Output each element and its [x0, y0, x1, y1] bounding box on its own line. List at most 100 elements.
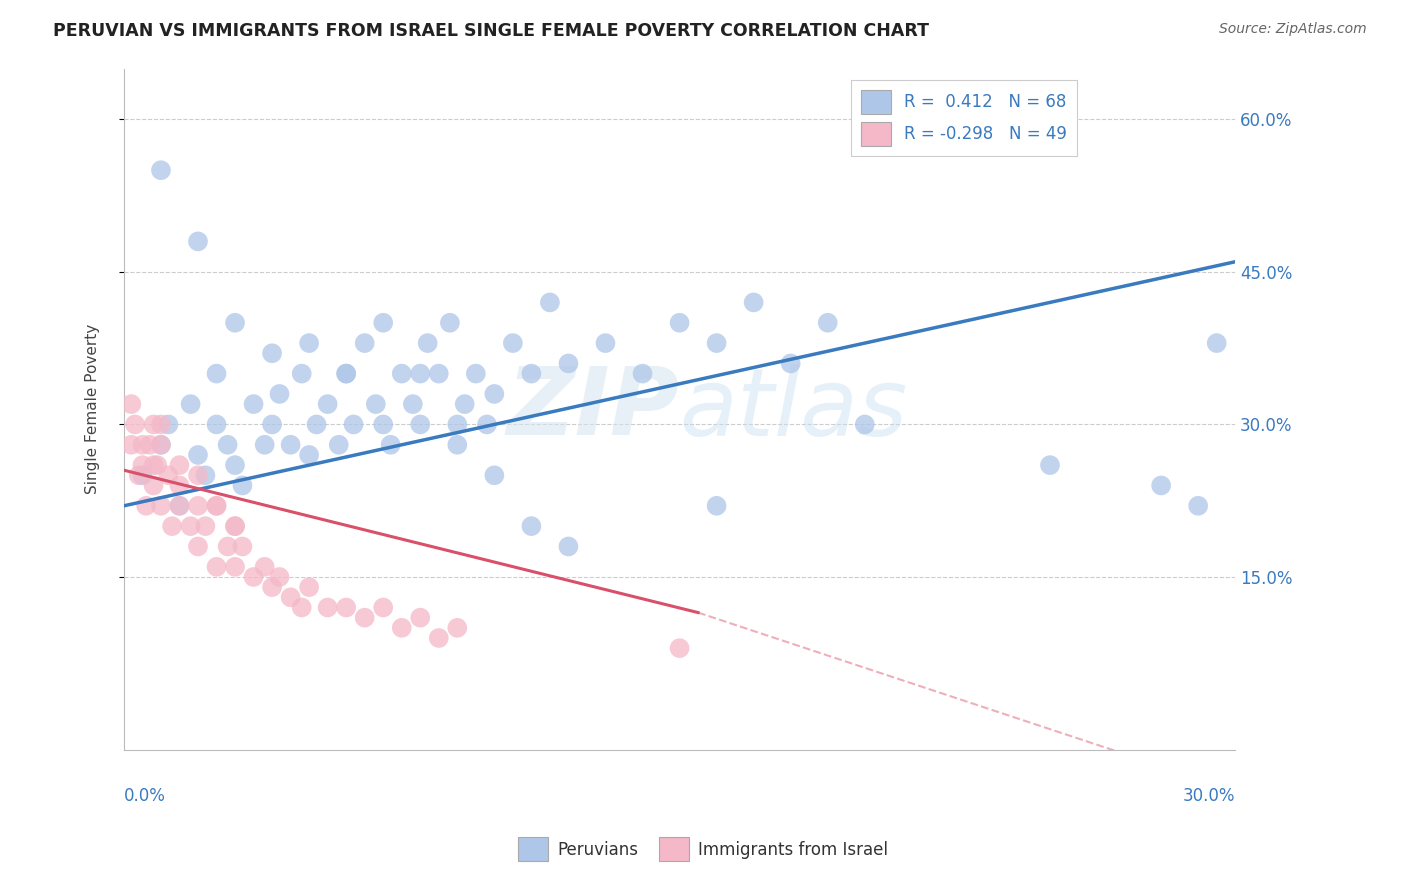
Point: [305, 417, 328, 432]
Point: [187, 468, 209, 483]
Point: [217, 540, 239, 554]
Point: [291, 367, 314, 381]
Point: [1187, 499, 1209, 513]
Point: [364, 397, 387, 411]
Point: [160, 519, 183, 533]
Point: [316, 397, 339, 411]
Point: [205, 499, 228, 513]
Point: [253, 559, 276, 574]
Point: [149, 499, 172, 513]
Point: [439, 316, 461, 330]
Point: [484, 468, 506, 483]
Point: [391, 621, 413, 635]
Point: [242, 397, 264, 411]
Point: [131, 438, 153, 452]
Point: [269, 387, 291, 401]
Point: [427, 631, 450, 645]
Point: [262, 580, 284, 594]
Point: [142, 417, 165, 432]
Point: [205, 417, 228, 432]
Point: [280, 591, 302, 605]
Point: [335, 367, 357, 381]
Point: [142, 458, 165, 472]
Point: [180, 519, 202, 533]
Point: [402, 397, 425, 411]
Point: [187, 235, 209, 249]
Text: ZIP: ZIP: [506, 363, 679, 455]
Point: [262, 346, 284, 360]
Point: [380, 438, 402, 452]
Point: [142, 478, 165, 492]
Point: [409, 610, 432, 624]
Point: [373, 417, 395, 432]
Point: [446, 417, 468, 432]
Point: [280, 438, 302, 452]
Point: [146, 458, 169, 472]
Point: [120, 397, 142, 411]
Point: [1039, 458, 1062, 472]
Point: [124, 417, 146, 432]
Text: atlas: atlas: [679, 364, 908, 455]
Point: [1205, 336, 1227, 351]
Point: [373, 316, 395, 330]
Point: [416, 336, 439, 351]
Point: [169, 478, 191, 492]
Point: [205, 367, 228, 381]
Point: [706, 336, 728, 351]
Point: [180, 397, 202, 411]
Point: [520, 367, 543, 381]
Text: PERUVIAN VS IMMIGRANTS FROM ISRAEL SINGLE FEMALE POVERTY CORRELATION CHART: PERUVIAN VS IMMIGRANTS FROM ISRAEL SINGL…: [53, 22, 929, 40]
Point: [157, 417, 180, 432]
Point: [187, 540, 209, 554]
Point: [353, 336, 375, 351]
Point: [557, 540, 579, 554]
Point: [342, 417, 364, 432]
Point: [298, 580, 321, 594]
Point: [353, 610, 375, 624]
Point: [298, 448, 321, 462]
Point: [853, 417, 876, 432]
Point: [668, 641, 690, 656]
Point: [502, 336, 524, 351]
Point: [409, 417, 432, 432]
Point: [706, 499, 728, 513]
Point: [484, 387, 506, 401]
Point: [391, 367, 413, 381]
Point: [169, 458, 191, 472]
Point: [187, 499, 209, 513]
Point: [817, 316, 839, 330]
Point: [454, 397, 477, 411]
Point: [224, 519, 246, 533]
Point: [335, 600, 357, 615]
Point: [224, 316, 246, 330]
Point: [446, 438, 468, 452]
Point: [217, 438, 239, 452]
Point: [595, 336, 617, 351]
Point: [194, 468, 217, 483]
Point: [139, 438, 162, 452]
Point: [631, 367, 654, 381]
Text: Source: ZipAtlas.com: Source: ZipAtlas.com: [1219, 22, 1367, 37]
Point: [205, 559, 228, 574]
Legend: Peruvians, Immigrants from Israel: Peruvians, Immigrants from Israel: [510, 830, 896, 868]
Point: [224, 559, 246, 574]
Point: [149, 438, 172, 452]
Point: [135, 499, 157, 513]
Point: [169, 499, 191, 513]
Point: [742, 295, 765, 310]
Point: [149, 163, 172, 178]
Point: [475, 417, 498, 432]
Point: [269, 570, 291, 584]
Point: [538, 295, 561, 310]
Point: [120, 438, 142, 452]
Point: [262, 417, 284, 432]
Legend: R =  0.412   N = 68, R = -0.298   N = 49: R = 0.412 N = 68, R = -0.298 N = 49: [851, 80, 1077, 156]
Point: [149, 438, 172, 452]
Point: [464, 367, 486, 381]
Point: [335, 367, 357, 381]
Point: [446, 621, 468, 635]
Point: [187, 448, 209, 462]
Point: [131, 468, 153, 483]
Text: 30.0%: 30.0%: [1182, 788, 1236, 805]
Point: [409, 367, 432, 381]
